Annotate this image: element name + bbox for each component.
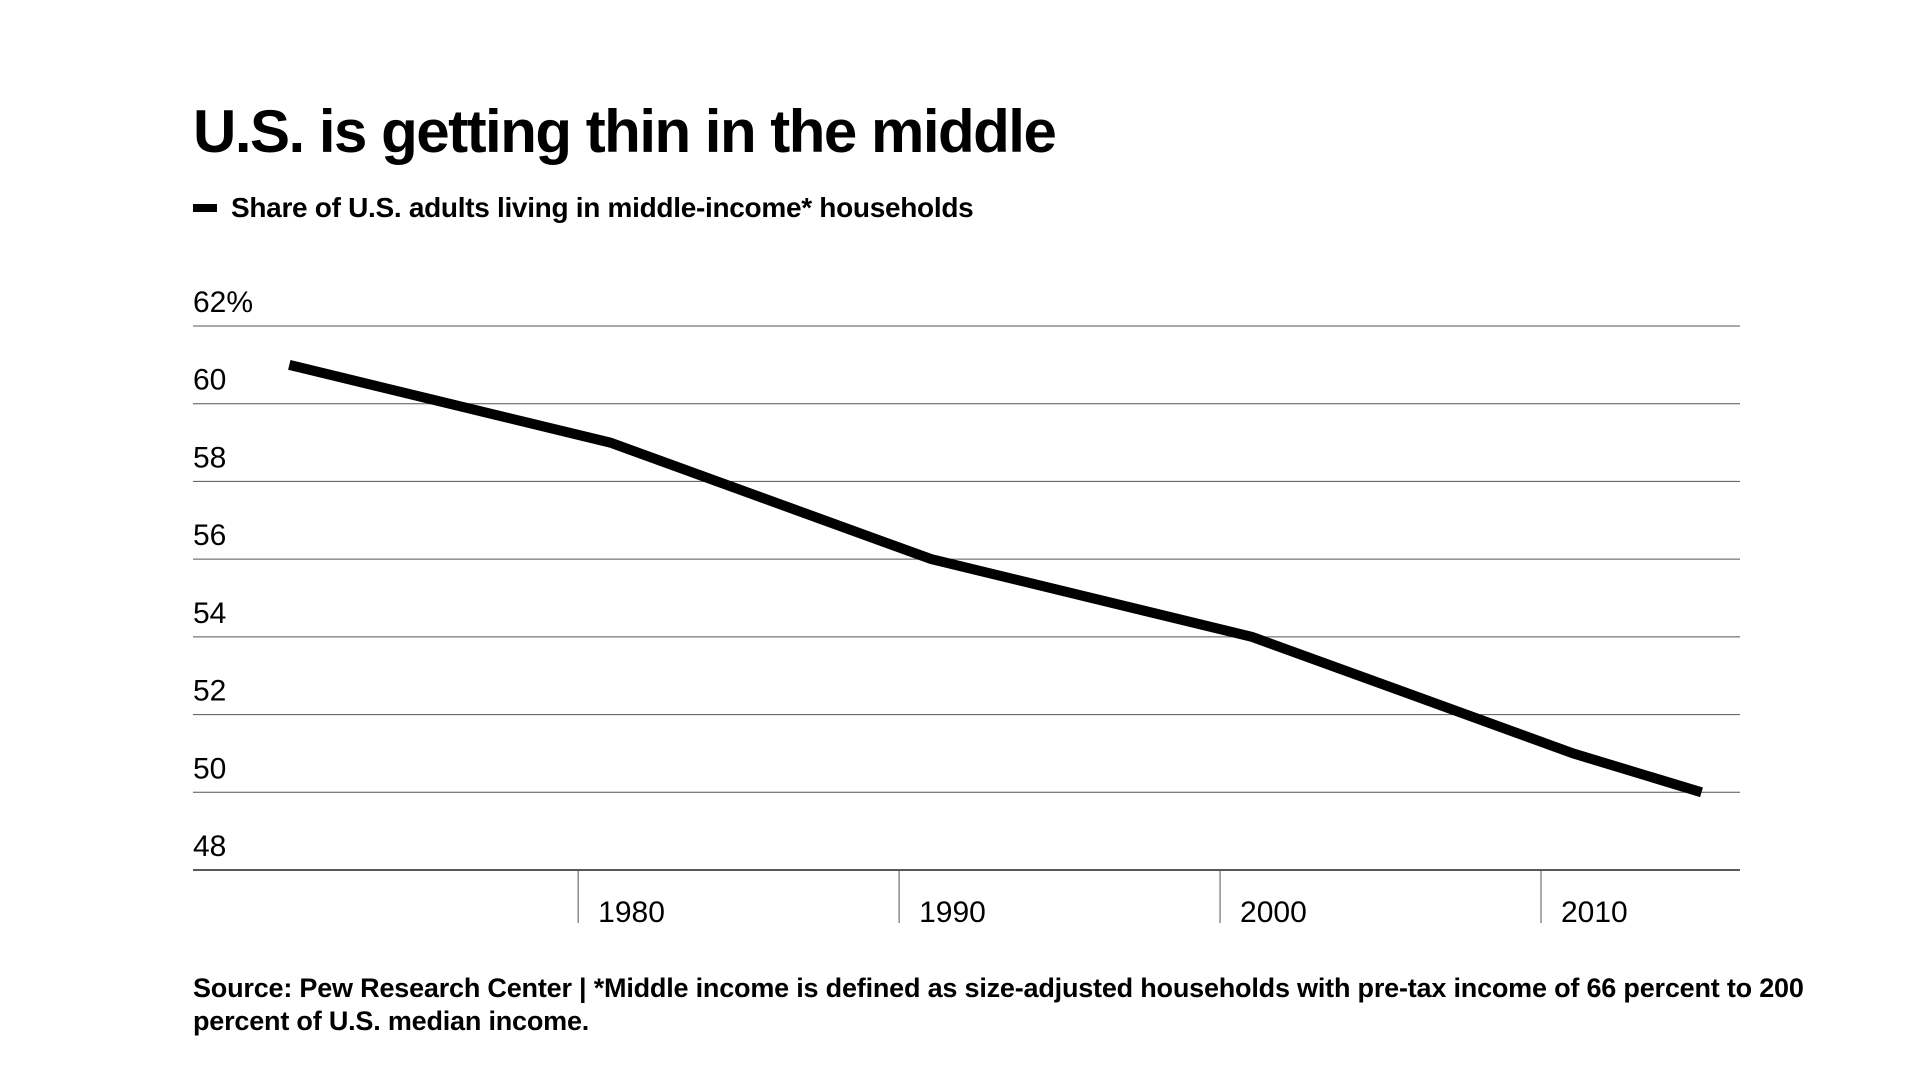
y-tick-label: 52 [193, 675, 226, 708]
y-tick-label: 48 [193, 830, 226, 863]
y-tick-label: 58 [193, 441, 226, 474]
chart-title: U.S. is getting thin in the middle [193, 98, 1057, 165]
legend-label: Share of U.S. adults living in middle-in… [231, 192, 974, 223]
x-tick-label: 1990 [919, 896, 986, 929]
x-axis: 1980 1990 2000 2010 [577, 870, 1628, 929]
y-tick-label: 56 [193, 519, 226, 552]
y-tick-label: 60 [193, 364, 226, 397]
series-layer [288, 360, 1703, 798]
x-tick-label: 2010 [1561, 896, 1628, 929]
chart-legend: Share of U.S. adults living in middle-in… [193, 188, 974, 228]
x-tick-label: 2000 [1240, 896, 1307, 929]
series-line-0 [288, 360, 1703, 798]
legend-line-swatch [193, 204, 217, 212]
y-tick-label: 50 [193, 752, 226, 785]
source-note: Source: Pew Research Center | *Middle in… [193, 973, 1804, 1036]
y-tick-label: 62% [193, 286, 253, 319]
y-tick-label: 54 [193, 597, 226, 630]
y-axis: 62% 60 58 56 54 52 50 48 [193, 286, 253, 863]
grid-lines [193, 325, 1740, 871]
x-tick-label: 1980 [598, 896, 665, 929]
